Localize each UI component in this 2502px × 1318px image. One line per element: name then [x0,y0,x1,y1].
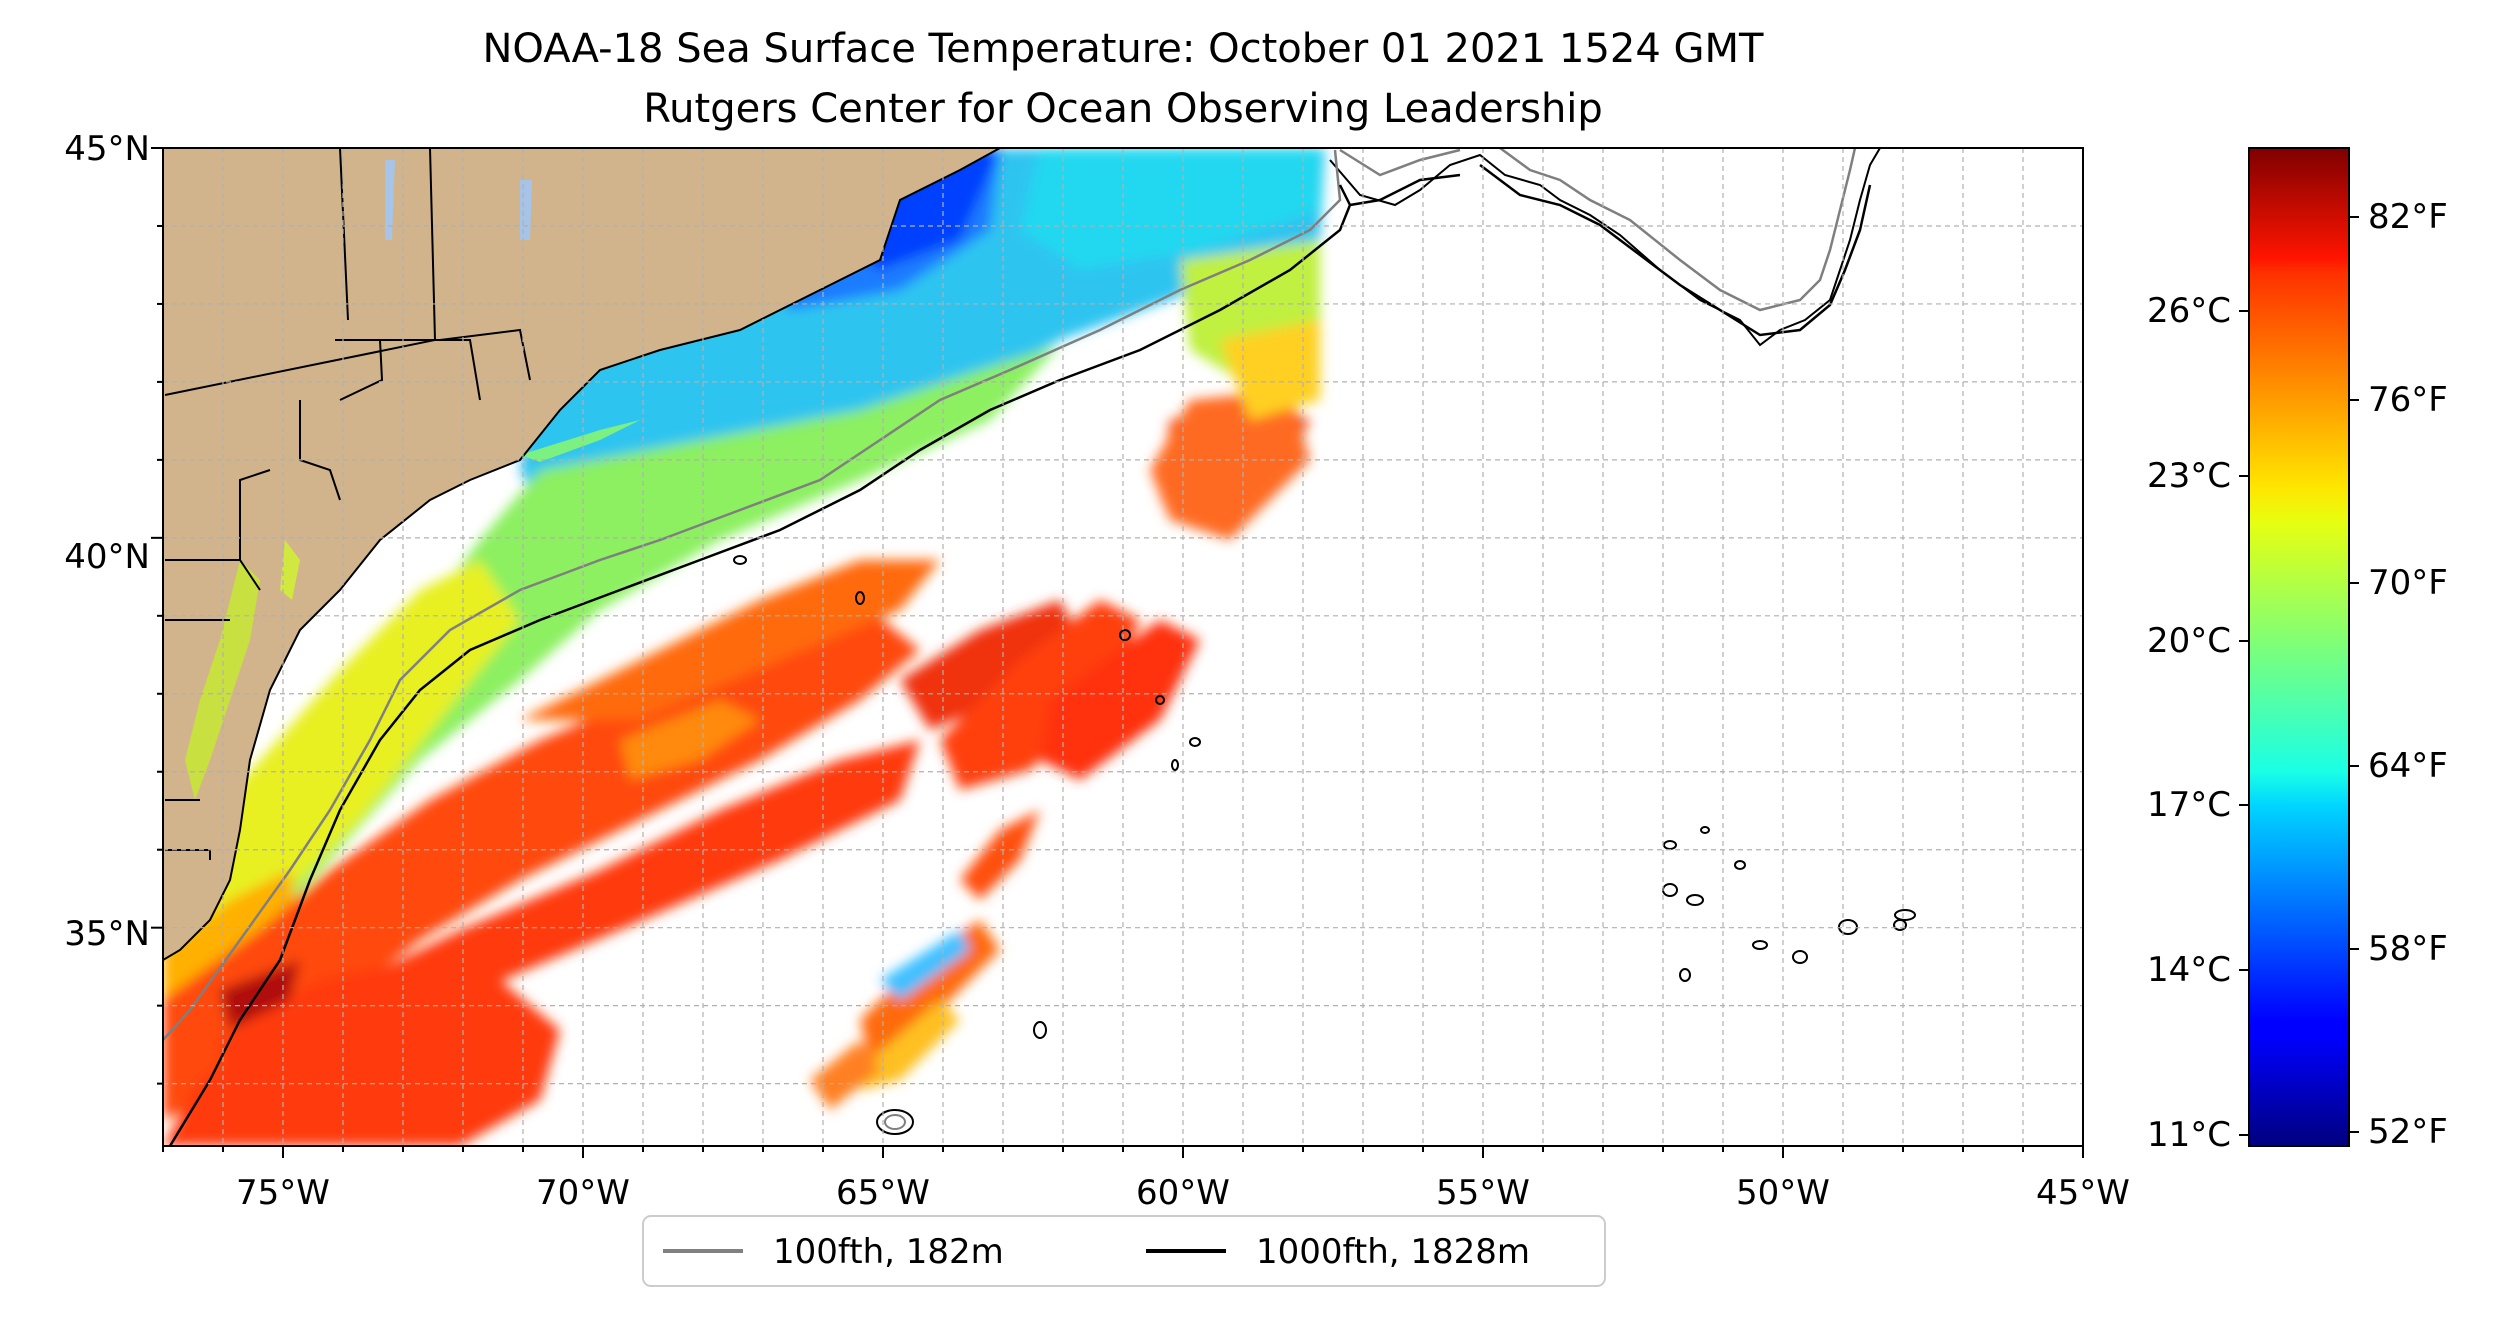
state-borders [164,148,531,860]
colorbar-celsius-14: 14°C [2147,950,2231,990]
title-line-1: NOAA-18 Sea Surface Temperature: October… [483,26,1765,72]
colorbar-gradient [2248,147,2350,1147]
colorbar-celsius-20: 20°C [2147,621,2231,661]
colorbar-fahrenheit-58: 58°F [2368,929,2448,969]
colorbar-fahrenheit-52: 52°F [2368,1112,2448,1152]
title-line-2: Rutgers Center for Ocean Observing Leade… [643,86,1603,132]
colorbar: 26°C 23°C 20°C 17°C 14°C 11°C 82°F 76°F … [2147,147,2448,1155]
lon-label-65w: 65°W [836,1173,930,1213]
colorbar-celsius-17: 17°C [2147,785,2231,825]
lon-label-45w: 45°W [2036,1173,2130,1213]
colorbar-fahrenheit-64: 64°F [2368,746,2448,786]
lat-label-35n: 35°N [64,914,150,954]
map-gridlines [163,148,2083,1146]
lon-label-50w: 50°W [1736,1173,1830,1213]
colorbar-celsius-26: 26°C [2147,291,2231,331]
colorbar-fahrenheit-82: 82°F [2368,197,2448,237]
coastline [163,148,1001,961]
legend: 100fth, 182m 1000fth, 1828m [642,1215,1606,1287]
legend-label-1000fth: 1000fth, 1828m [1256,1232,1530,1272]
isobath-100fth [163,148,1857,1041]
map-ticks [151,147,2084,1158]
colorbar-fahrenheit-76: 76°F [2368,380,2448,420]
lat-label-40n: 40°N [64,537,150,577]
legend-label-100fth: 100fth, 182m [773,1232,1004,1272]
colorbar-celsius-23: 23°C [2147,456,2231,496]
lon-label-75w: 75°W [236,1173,330,1213]
legend-box [642,1215,1606,1287]
map-area [163,148,2083,1146]
lon-label-70w: 70°W [536,1173,630,1213]
lat-label-45n: 45°N [64,129,150,169]
lon-label-60w: 60°W [1136,1173,1230,1213]
colorbar-celsius-11: 11°C [2147,1115,2231,1155]
colorbar-fahrenheit-70: 70°F [2368,563,2448,603]
lon-label-55w: 55°W [1436,1173,1530,1213]
